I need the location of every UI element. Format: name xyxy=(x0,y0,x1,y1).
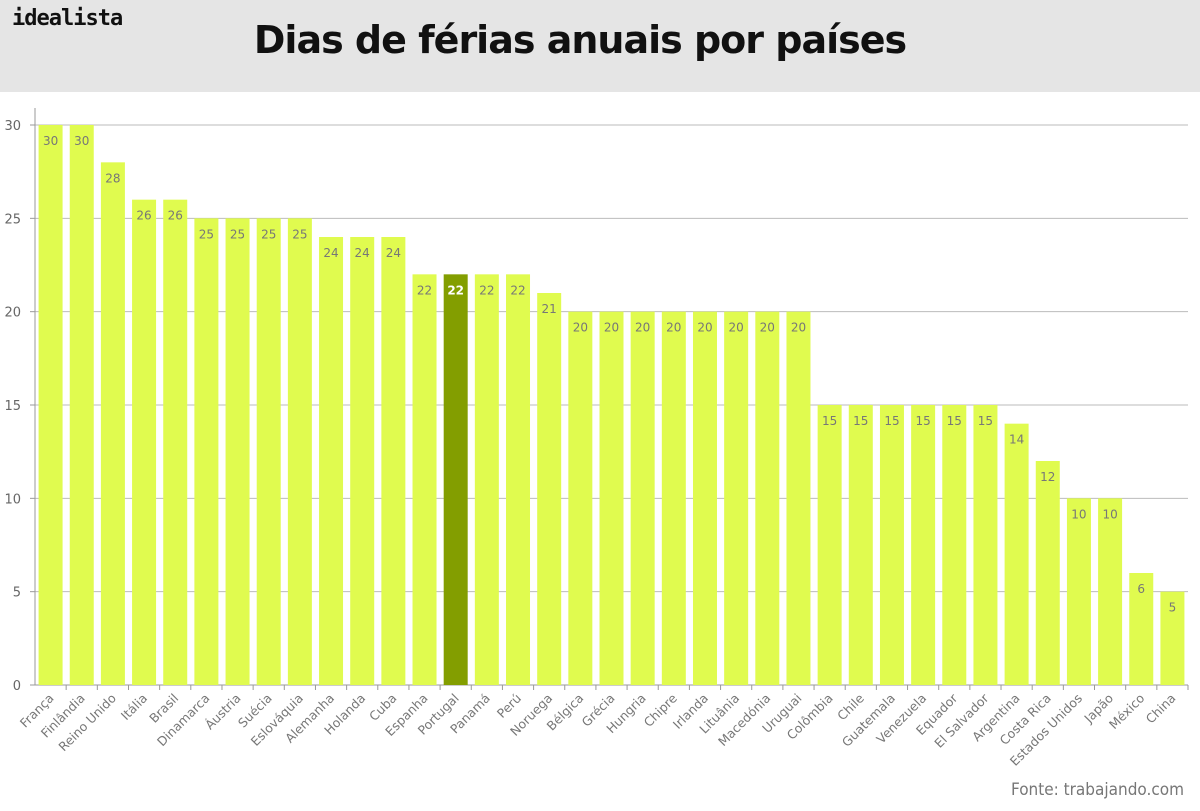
data-label: 10 xyxy=(1102,507,1117,521)
data-label: 25 xyxy=(292,227,307,241)
y-tick-label: 30 xyxy=(4,119,21,134)
data-label: 24 xyxy=(355,246,370,260)
bar-Bélgica xyxy=(568,311,593,685)
bar-Grécia xyxy=(599,311,624,685)
data-label: 20 xyxy=(604,321,619,335)
data-label: 20 xyxy=(729,321,744,335)
header-band: idealista Dias de férias anuais por país… xyxy=(0,0,1200,92)
bar-Áustria xyxy=(225,218,250,686)
data-label: 25 xyxy=(230,227,245,241)
bar-Lituânia xyxy=(724,311,749,685)
bar-Perú xyxy=(506,274,531,685)
bar-Argentina xyxy=(1004,423,1029,685)
bar-Cuba xyxy=(381,237,406,685)
data-label: 15 xyxy=(947,414,962,428)
bar-Espanha xyxy=(412,274,437,685)
data-label: 10 xyxy=(1071,507,1086,521)
data-label: 26 xyxy=(168,209,183,223)
x-tick-label: México xyxy=(1106,691,1147,732)
data-label: 15 xyxy=(978,414,993,428)
data-label: 15 xyxy=(853,414,868,428)
bar-El Salvador xyxy=(973,405,998,685)
bar-Portugal xyxy=(443,274,468,685)
bar-Finlândia xyxy=(69,125,94,685)
data-label: 20 xyxy=(666,321,681,335)
data-label: 6 xyxy=(1137,582,1145,596)
bar-Equador xyxy=(942,405,967,685)
bar-Colômbia xyxy=(817,405,842,685)
bar-Japão xyxy=(1098,498,1123,685)
data-label: 15 xyxy=(884,414,899,428)
bar-China xyxy=(1160,591,1185,685)
bar-Holanda xyxy=(350,237,375,685)
bar-Venezuela xyxy=(911,405,936,685)
data-label: 22 xyxy=(447,283,464,297)
data-label: 20 xyxy=(791,321,806,335)
bar-Chile xyxy=(848,405,873,685)
data-label: 22 xyxy=(510,283,525,297)
data-label: 5 xyxy=(1169,601,1177,615)
data-label: 25 xyxy=(199,227,214,241)
bar-França xyxy=(38,125,63,685)
data-label: 22 xyxy=(479,283,494,297)
data-label: 30 xyxy=(43,134,58,148)
data-label: 20 xyxy=(697,321,712,335)
y-tick-label: 10 xyxy=(4,492,21,507)
data-label: 28 xyxy=(105,171,120,185)
y-tick-label: 25 xyxy=(4,212,21,227)
bar-Itália xyxy=(132,199,157,685)
bar-Costa Rica xyxy=(1035,461,1060,685)
bar-Uruguai xyxy=(786,311,811,685)
chart-title: Dias de férias anuais por países xyxy=(253,18,907,62)
data-label: 20 xyxy=(760,321,775,335)
y-tick-label: 20 xyxy=(4,306,21,321)
bar-Guatemala xyxy=(879,405,904,685)
x-tick-label: Itália xyxy=(118,691,150,723)
data-label: 12 xyxy=(1040,470,1055,484)
bar-México xyxy=(1129,573,1154,685)
bar-Alemanha xyxy=(319,237,344,685)
data-label: 22 xyxy=(417,283,432,297)
bar-Hungria xyxy=(630,311,655,685)
data-label: 26 xyxy=(136,209,151,223)
bar-Reino Unido xyxy=(100,162,125,686)
bar-Suécia xyxy=(256,218,281,686)
bar-Chipre xyxy=(661,311,686,685)
bar-Irlanda xyxy=(692,311,717,685)
data-label: 24 xyxy=(386,246,401,260)
data-label: 25 xyxy=(261,227,276,241)
source-note: Fonte: trabajando.com xyxy=(1011,780,1184,800)
data-label: 20 xyxy=(635,321,650,335)
data-label: 21 xyxy=(542,302,557,316)
bar-Macedónia xyxy=(755,311,780,685)
bar-Dinamarca xyxy=(194,218,219,686)
bar-Panamá xyxy=(474,274,499,685)
data-label: 14 xyxy=(1009,433,1024,447)
y-tick-label: 0 xyxy=(13,679,21,694)
bar-Brasil xyxy=(163,199,188,685)
x-tick-label: China xyxy=(1143,691,1179,727)
bar-Eslováquia xyxy=(287,218,312,686)
data-label: 20 xyxy=(573,321,588,335)
y-tick-label: 15 xyxy=(4,399,21,414)
bar-Estados Unidos xyxy=(1066,498,1091,685)
idealista-logo: idealista xyxy=(12,6,123,31)
data-label: 30 xyxy=(74,134,89,148)
data-label: 15 xyxy=(915,414,930,428)
data-label: 15 xyxy=(822,414,837,428)
bar-Noruega xyxy=(537,293,562,685)
data-label: 24 xyxy=(323,246,338,260)
y-tick-label: 5 xyxy=(13,586,21,601)
